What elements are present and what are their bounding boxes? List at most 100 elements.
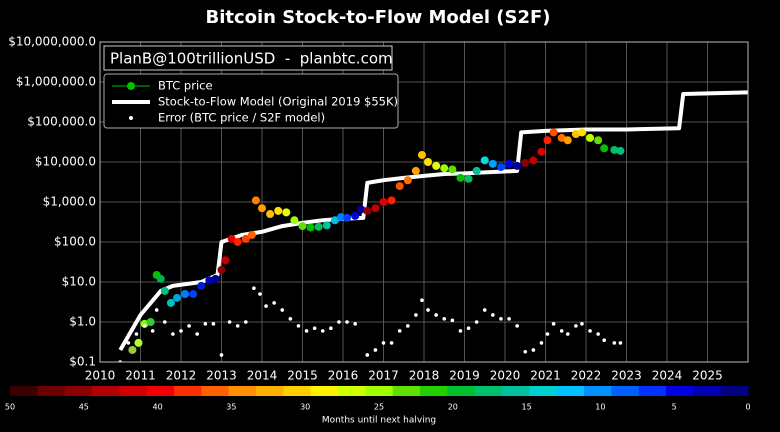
- error-dot: [345, 320, 349, 324]
- error-dot: [227, 320, 232, 324]
- error-dot: [507, 317, 511, 321]
- price-point: [298, 222, 307, 231]
- error-dot: [434, 313, 438, 317]
- error-dot: [515, 324, 519, 328]
- price-point: [140, 319, 149, 328]
- error-dot: [450, 318, 455, 323]
- colorbar-segment: [638, 386, 667, 396]
- error-dot: [545, 332, 550, 336]
- colorbar-segment: [146, 386, 175, 396]
- price-point: [594, 136, 603, 145]
- error-dot: [373, 348, 378, 352]
- colorbar-segment: [693, 386, 722, 396]
- error-dot: [329, 326, 333, 330]
- error-dot: [414, 313, 418, 317]
- error-dot: [272, 301, 276, 305]
- x-tick-label: 2011: [125, 369, 156, 383]
- price-point: [282, 208, 291, 217]
- error-dot: [353, 322, 357, 326]
- error-dot: [420, 298, 424, 303]
- colorbar-tick-label: 0: [745, 403, 750, 412]
- y-tick-label: $100.0: [54, 235, 96, 249]
- error-dot: [134, 332, 139, 336]
- error-dot: [458, 329, 463, 333]
- price-point: [217, 265, 226, 274]
- price-point: [166, 298, 175, 307]
- price-point: [205, 276, 214, 285]
- price-point: [211, 274, 220, 283]
- colorbar-segment: [392, 386, 421, 396]
- colorbar-tick-label: 30: [300, 403, 310, 412]
- error-dot: [312, 326, 317, 330]
- error-dot: [580, 322, 584, 326]
- error-dot: [531, 348, 536, 352]
- price-point: [363, 206, 372, 215]
- error-dot: [154, 308, 159, 312]
- x-tick-label: 2014: [247, 369, 278, 383]
- x-tick-label: 2024: [652, 369, 683, 383]
- price-point: [440, 164, 449, 173]
- error-dot: [195, 332, 199, 336]
- y-tick-label: $10,000.0: [35, 155, 96, 169]
- colorbar-segment: [611, 386, 640, 396]
- error-dot: [466, 326, 471, 330]
- error-dot: [588, 329, 592, 333]
- price-point: [357, 205, 366, 214]
- colorbar-segment: [256, 386, 284, 396]
- annotation-box: [103, 45, 393, 71]
- price-point: [290, 216, 299, 225]
- price-point: [233, 238, 242, 246]
- overlay: $0.1 $1.0 $10.0 $100.0 $1,000.0 $10,000.0 $100…: [8, 35, 723, 383]
- error-dot: [142, 324, 147, 328]
- price-point: [128, 345, 137, 354]
- annotation: PlanB@100trillionUSD - planbtc.com: [110, 50, 393, 68]
- error-dot: [187, 324, 191, 328]
- price-point: [577, 128, 586, 137]
- price-point: [387, 196, 396, 205]
- x-tick-label: 2022: [571, 369, 602, 383]
- price-point: [448, 165, 457, 174]
- x-tick-label: 2013: [206, 369, 237, 383]
- price-point: [379, 198, 388, 206]
- price-point: [221, 256, 230, 265]
- error-dot: [219, 353, 224, 357]
- price-point: [146, 318, 155, 326]
- colorbar-segment: [447, 386, 476, 396]
- error-dot: [499, 317, 503, 321]
- price-point: [513, 161, 522, 170]
- price-point: [403, 176, 412, 185]
- colorbar-label: Months until next halving: [322, 416, 436, 426]
- price-point: [330, 216, 339, 225]
- price-point: [424, 158, 433, 166]
- error-dot: [397, 329, 402, 333]
- y-tick-label: $100,000.0: [27, 115, 96, 129]
- error-dot: [337, 320, 341, 324]
- x-tick-label: 2021: [530, 369, 561, 383]
- legend-label: Stock-to-Flow Model (Original 2019 $55K): [158, 95, 398, 109]
- y-tick-label: $1.0: [69, 315, 96, 329]
- x-tick-label: 2023: [611, 369, 642, 383]
- error-dot: [252, 286, 256, 290]
- y-tick-label: $10,000,000.0: [8, 35, 96, 49]
- price-point: [610, 145, 619, 154]
- error-dot: [426, 308, 430, 312]
- price-point: [563, 136, 572, 145]
- error-dot: [150, 329, 155, 333]
- colorbar-tick-label: 5: [672, 403, 677, 412]
- error-dot: [280, 308, 285, 312]
- colorbar-segment: [64, 386, 93, 396]
- x-tick-label: 2010: [85, 369, 116, 383]
- price-point: [496, 162, 505, 171]
- price-point: [351, 211, 360, 220]
- price-point: [616, 146, 625, 155]
- x-tick-label: 2019: [449, 369, 480, 383]
- price-point: [521, 158, 530, 167]
- x-tick-label: 2025: [692, 369, 723, 383]
- colorbar-tick-label: 20: [448, 403, 458, 412]
- price-point: [343, 213, 352, 222]
- colorbar-segment: [420, 386, 448, 396]
- error-dot: [304, 329, 309, 333]
- error-dot: [179, 329, 183, 333]
- error-dot: [258, 292, 262, 296]
